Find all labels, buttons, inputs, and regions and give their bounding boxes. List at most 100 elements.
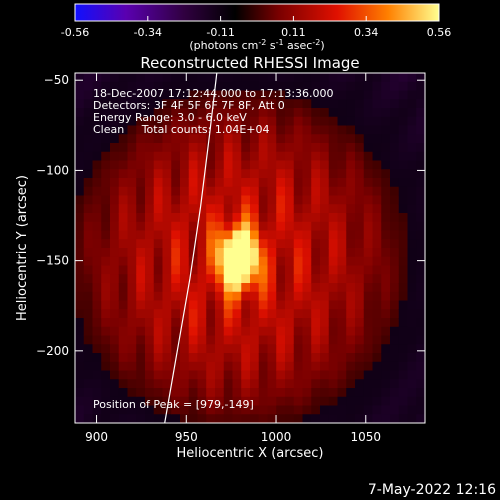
- heatmap-cell: [162, 265, 172, 275]
- heatmap-cell: [250, 370, 260, 380]
- heatmap-cell: [320, 143, 330, 153]
- heatmap-cell: [162, 230, 172, 240]
- heatmap-cell: [197, 116, 207, 127]
- heatmap-cell: [92, 353, 102, 363]
- heatmap-cell: [206, 414, 216, 423]
- heatmap-cell: [197, 73, 207, 83]
- heatmap-cell: [311, 151, 321, 162]
- heatmap-cell: [101, 291, 111, 302]
- chart-title: Reconstructed RHESSI Image: [140, 54, 359, 72]
- heatmap-cell: [355, 405, 365, 415]
- heatmap-cell: [92, 318, 102, 328]
- heatmap-cell: [241, 151, 251, 162]
- heatmap-cell: [241, 300, 251, 310]
- heatmap-cell: [153, 274, 164, 284]
- heatmap-cell: [83, 318, 94, 328]
- heatmap-cell: [206, 335, 216, 345]
- heatmap-cell: [337, 353, 347, 363]
- heatmap-cell: [162, 178, 172, 188]
- heatmap-cell: [127, 283, 137, 293]
- heatmap-cell: [215, 160, 225, 170]
- heatmap-cell: [215, 283, 225, 293]
- heatmap-cell: [407, 300, 417, 310]
- heatmap-cell: [171, 396, 181, 407]
- heatmap-cell: [302, 160, 312, 170]
- heatmap-cell: [101, 204, 111, 214]
- heatmap-cell: [118, 309, 129, 319]
- heatmap-cell: [136, 414, 146, 423]
- heatmap-cell: [110, 388, 120, 398]
- heatmap-cell: [83, 108, 94, 118]
- heatmap-cell: [101, 361, 111, 372]
- heatmap-cell: [206, 73, 216, 83]
- heatmap-cell: [398, 396, 409, 407]
- heatmap-cell: [110, 379, 120, 389]
- heatmap-cell: [171, 283, 181, 293]
- heatmap-cell: [171, 361, 181, 372]
- heatmap-cell: [241, 344, 251, 354]
- heatmap-cell: [75, 353, 85, 363]
- heatmap-cell: [118, 195, 129, 205]
- heatmap-cell: [337, 283, 347, 293]
- heatmap-cell: [232, 221, 242, 232]
- heatmap-cell: [241, 414, 251, 423]
- heatmap-cell: [206, 169, 216, 179]
- heatmap-cell: [127, 414, 137, 423]
- heatmap-cell: [285, 90, 295, 100]
- heatmap-cell: [320, 81, 330, 92]
- heatmap-cell: [267, 256, 277, 267]
- heatmap-cell: [118, 134, 129, 144]
- heatmap-cell: [355, 274, 365, 284]
- heatmap-cell: [223, 291, 234, 302]
- heatmap-cell: [276, 283, 286, 293]
- heatmap-cell: [127, 125, 137, 135]
- heatmap-cell: [407, 291, 417, 302]
- heatmap-cell: [302, 230, 312, 240]
- heatmap-cell: [372, 265, 382, 275]
- heatmap-cell: [223, 405, 234, 415]
- heatmap-cell: [110, 239, 120, 249]
- heatmap-cell: [101, 300, 111, 310]
- heatmap-cell: [381, 256, 391, 267]
- heatmap-cell: [258, 248, 269, 258]
- heatmap-cell: [180, 143, 190, 153]
- heatmap-cell: [390, 204, 400, 214]
- heatmap-cell: [250, 186, 260, 197]
- heatmap-cell: [328, 300, 339, 310]
- heatmap-cell: [215, 81, 225, 92]
- heatmap-cell: [311, 143, 321, 153]
- heatmap-cell: [372, 143, 382, 153]
- heatmap-cell: [153, 99, 164, 109]
- heatmap-cell: [285, 230, 295, 240]
- heatmap-cell: [75, 291, 85, 302]
- heatmap-cell: [293, 160, 304, 170]
- heatmap-cell: [197, 230, 207, 240]
- heatmap-cell: [118, 318, 129, 328]
- heatmap-cell: [267, 379, 277, 389]
- heatmap-cell: [363, 99, 374, 109]
- heatmap-cell: [180, 116, 190, 127]
- heatmap-cell: [320, 151, 330, 162]
- heatmap-cell: [267, 414, 277, 423]
- heatmap-cell: [276, 300, 286, 310]
- info-energy-range: Energy Range: 3.0 - 6.0 keV: [93, 111, 247, 124]
- heatmap-cell: [267, 388, 277, 398]
- heatmap-cell: [101, 90, 111, 100]
- heatmap-cell: [363, 239, 374, 249]
- heatmap-cell: [101, 379, 111, 389]
- heatmap-cell: [381, 248, 391, 258]
- heatmap-cell: [110, 309, 120, 319]
- heatmap-cell: [293, 90, 304, 100]
- heatmap-cell: [372, 81, 382, 92]
- heatmap-cell: [267, 396, 277, 407]
- heatmap-cell: [416, 230, 425, 240]
- heatmap-cell: [171, 116, 181, 127]
- heatmap-cell: [320, 186, 330, 197]
- colorbar: [74, 3, 440, 22]
- heatmap-cell: [250, 405, 260, 415]
- heatmap-cell: [337, 134, 347, 144]
- heatmap-cell: [136, 335, 146, 345]
- heatmap-cell: [285, 396, 295, 407]
- heatmap-cell: [355, 213, 365, 223]
- heatmap-cell: [215, 361, 225, 372]
